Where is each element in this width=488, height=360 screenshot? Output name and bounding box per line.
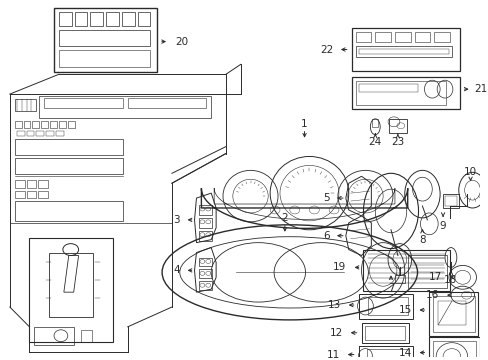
- Bar: [50, 121, 57, 128]
- Bar: [29, 238, 113, 342]
- Bar: [127, 98, 206, 108]
- Bar: [23, 121, 30, 128]
- Text: 9: 9: [439, 221, 446, 231]
- Text: 23: 23: [390, 137, 404, 147]
- Text: 24: 24: [368, 137, 381, 147]
- Bar: [59, 30, 150, 46]
- Bar: [199, 218, 212, 228]
- Bar: [407, 255, 446, 288]
- Bar: [367, 297, 407, 315]
- Bar: [371, 119, 377, 127]
- Bar: [428, 337, 479, 360]
- Bar: [358, 84, 417, 92]
- Bar: [56, 131, 64, 136]
- Bar: [432, 296, 473, 332]
- Text: 12: 12: [329, 328, 342, 338]
- Bar: [106, 12, 119, 26]
- Bar: [351, 28, 459, 71]
- Bar: [15, 201, 122, 221]
- Bar: [46, 131, 54, 136]
- Bar: [49, 253, 93, 317]
- Text: 16: 16: [425, 290, 438, 300]
- Text: 15: 15: [398, 305, 411, 315]
- Bar: [59, 121, 66, 128]
- Text: 20: 20: [175, 37, 187, 46]
- Bar: [358, 346, 412, 360]
- Bar: [26, 131, 34, 136]
- Text: 10: 10: [463, 167, 476, 177]
- Text: 13: 13: [327, 300, 340, 310]
- Text: 19: 19: [332, 262, 345, 273]
- Bar: [15, 180, 24, 188]
- Text: 18: 18: [444, 275, 457, 285]
- Bar: [374, 32, 390, 42]
- Bar: [366, 348, 408, 360]
- Bar: [199, 281, 212, 290]
- Text: 4: 4: [173, 265, 180, 275]
- Bar: [59, 12, 72, 26]
- Bar: [199, 269, 212, 278]
- Bar: [54, 8, 157, 72]
- Bar: [90, 12, 103, 26]
- Bar: [81, 330, 92, 342]
- Bar: [355, 46, 451, 58]
- Bar: [122, 12, 134, 26]
- Text: 14: 14: [398, 347, 411, 357]
- Bar: [394, 275, 404, 283]
- Bar: [442, 194, 458, 208]
- Text: 5: 5: [323, 193, 329, 203]
- Bar: [351, 77, 459, 109]
- Bar: [394, 32, 410, 42]
- Bar: [59, 50, 150, 67]
- Bar: [38, 191, 48, 198]
- Bar: [355, 81, 445, 105]
- Text: 6: 6: [323, 231, 329, 241]
- Bar: [34, 327, 74, 345]
- Bar: [414, 32, 429, 42]
- Bar: [199, 231, 212, 241]
- Bar: [26, 191, 36, 198]
- Bar: [388, 119, 406, 133]
- Bar: [39, 96, 211, 118]
- Bar: [26, 180, 36, 188]
- Bar: [15, 158, 122, 174]
- Bar: [365, 326, 404, 340]
- Bar: [199, 257, 212, 266]
- Text: 7: 7: [387, 283, 393, 293]
- Text: 3: 3: [173, 215, 180, 225]
- Bar: [358, 294, 412, 319]
- Text: 1: 1: [301, 119, 307, 129]
- Bar: [433, 32, 449, 42]
- Bar: [17, 131, 24, 136]
- Bar: [361, 323, 408, 343]
- Bar: [15, 139, 122, 154]
- Bar: [68, 121, 75, 128]
- Text: 8: 8: [418, 235, 425, 245]
- Bar: [432, 341, 475, 360]
- Bar: [15, 99, 36, 111]
- Bar: [44, 98, 122, 108]
- Bar: [32, 121, 39, 128]
- Bar: [358, 49, 448, 54]
- Bar: [15, 121, 21, 128]
- Bar: [363, 249, 449, 291]
- Bar: [199, 205, 212, 215]
- Text: 22: 22: [319, 45, 332, 54]
- Bar: [75, 12, 87, 26]
- Bar: [15, 191, 24, 198]
- Text: 17: 17: [428, 272, 441, 282]
- Text: 2: 2: [281, 213, 287, 223]
- Text: 11: 11: [326, 350, 339, 360]
- Text: 21: 21: [473, 84, 487, 94]
- Bar: [428, 292, 477, 336]
- Bar: [444, 196, 456, 206]
- Bar: [36, 131, 44, 136]
- Bar: [137, 12, 150, 26]
- Bar: [38, 180, 48, 188]
- Bar: [41, 121, 48, 128]
- Bar: [355, 32, 370, 42]
